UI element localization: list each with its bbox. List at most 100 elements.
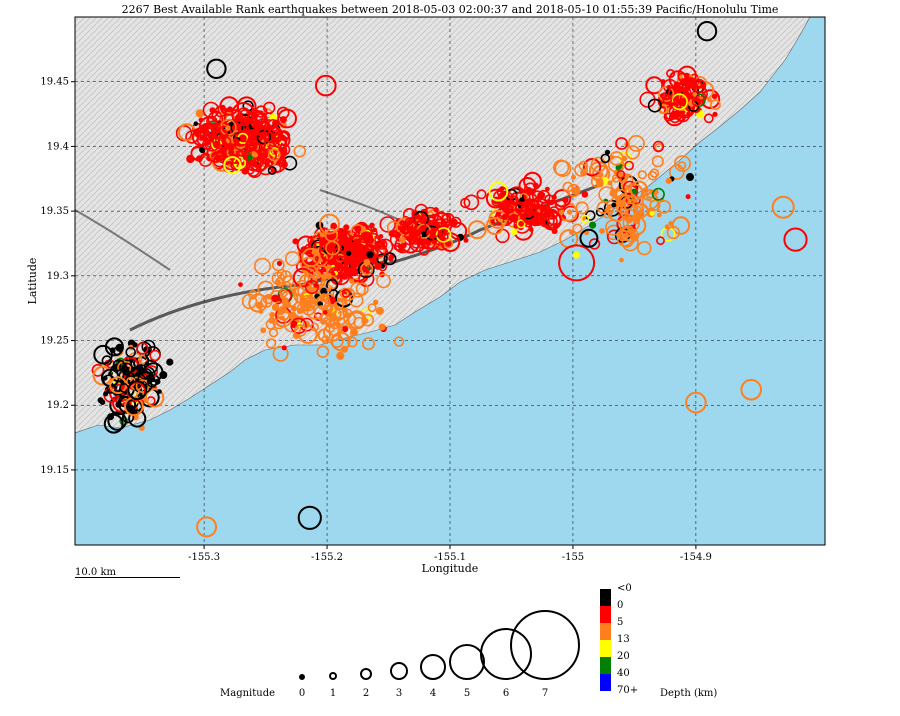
magnitude-legend-circle [420,654,446,680]
earthquake-marker [696,109,705,119]
earthquake-marker [316,265,328,277]
earthquake-marker [397,243,403,249]
earthquake-marker [740,378,763,401]
earthquake-marker [433,211,449,227]
earthquake-marker [372,227,378,233]
earthquake-marker [668,164,685,180]
earthquake-marker [315,294,331,310]
earthquake-marker [319,232,325,238]
earthquake-marker [127,380,148,401]
earthquake-marker [552,159,570,176]
earthquake-marker [570,174,576,180]
earthquake-marker [637,170,647,180]
earthquake-marker [615,199,624,208]
earthquake-marker [292,238,299,245]
earthquake-marker [412,234,422,244]
earthquake-marker [544,214,558,229]
earthquake-marker [771,195,795,219]
depth-legend-value: 13 [617,634,630,645]
earthquake-marker [347,336,358,348]
magnitude-legend-value: 3 [395,688,403,699]
earthquake-marker [279,270,292,283]
earthquake-marker [346,250,352,256]
earthquake-marker [652,140,665,153]
earthquake-marker [271,294,279,303]
earthquake-marker [91,363,105,377]
earthquake-marker [463,194,480,211]
earthquake-marker [319,213,340,235]
earthquake-marker [366,236,375,244]
earthquake-marker [262,125,281,144]
y-tick-label: 19.3 [47,271,69,282]
earthquake-marker [268,328,279,338]
earthquake-marker [616,169,626,179]
earthquake-marker [300,297,307,304]
earthquake-marker [285,251,301,267]
earthquake-marker [379,216,396,233]
earthquake-marker [611,202,617,208]
earthquake-marker [669,102,675,107]
earthquake-marker [375,306,384,315]
magnitude-legend-circle [360,668,372,680]
earthquake-marker [214,105,227,118]
earthquake-marker [685,391,707,414]
earthquake-marker [122,367,130,376]
depth-legend-swatch [600,640,611,657]
earthquake-marker [501,213,508,221]
earthquake-marker [166,358,174,366]
earthquake-marker [125,346,136,358]
earthquake-marker [666,225,681,240]
depth-legend-swatch [600,589,611,606]
earthquake-marker [248,290,258,300]
earthquake-marker [147,377,157,388]
magnitude-legend-value: 1 [329,688,337,699]
earthquake-marker [374,262,382,270]
earthquake-marker [255,301,264,310]
earthquake-marker [649,168,660,178]
earthquake-marker [401,235,420,254]
earthquake-marker [418,245,430,256]
earthquake-marker [315,74,337,97]
earthquake-marker [567,183,581,198]
earthquake-marker [711,93,718,100]
earthquake-marker [231,102,256,127]
earthquake-marker [488,181,509,202]
earthquake-marker [665,177,672,184]
earthquake-marker [571,186,580,195]
earthquake-marker [515,201,527,213]
earthquake-marker [326,287,332,292]
earthquake-marker [783,227,808,252]
earthquake-marker [304,279,320,295]
earthquake-marker [272,119,279,127]
earthquake-marker [525,187,533,194]
earthquake-marker [237,107,251,120]
earthquake-marker [271,303,280,312]
earthquake-marker [467,220,487,240]
x-tick-label: -154.9 [680,552,712,563]
depth-legend-value: 20 [617,651,630,662]
earthquake-marker [537,191,546,199]
earthquake-marker [624,183,644,202]
earthquake-marker [93,344,113,365]
earthquake-marker [624,160,634,171]
earthquake-marker [656,236,665,246]
earthquake-marker [221,136,232,147]
earthquake-marker [520,200,534,214]
y-tick-label: 19.35 [40,206,69,217]
magnitude-legend-circle [299,674,305,680]
earthquake-marker [691,97,702,107]
earthquake-marker [516,219,526,229]
earthquake-marker [499,186,505,192]
earthquake-marker [330,312,337,319]
depth-legend-value: 40 [617,668,630,679]
earthquake-marker [144,388,165,408]
earthquake-marker [615,137,628,150]
earthquake-marker [361,231,369,239]
earthquake-marker [388,230,395,237]
earthquake-marker [641,192,659,210]
earthquake-marker [388,253,395,260]
earthquake-marker [619,257,624,263]
earthquake-marker [279,116,287,124]
earthquake-marker [558,244,596,282]
earthquake-marker [306,302,324,320]
